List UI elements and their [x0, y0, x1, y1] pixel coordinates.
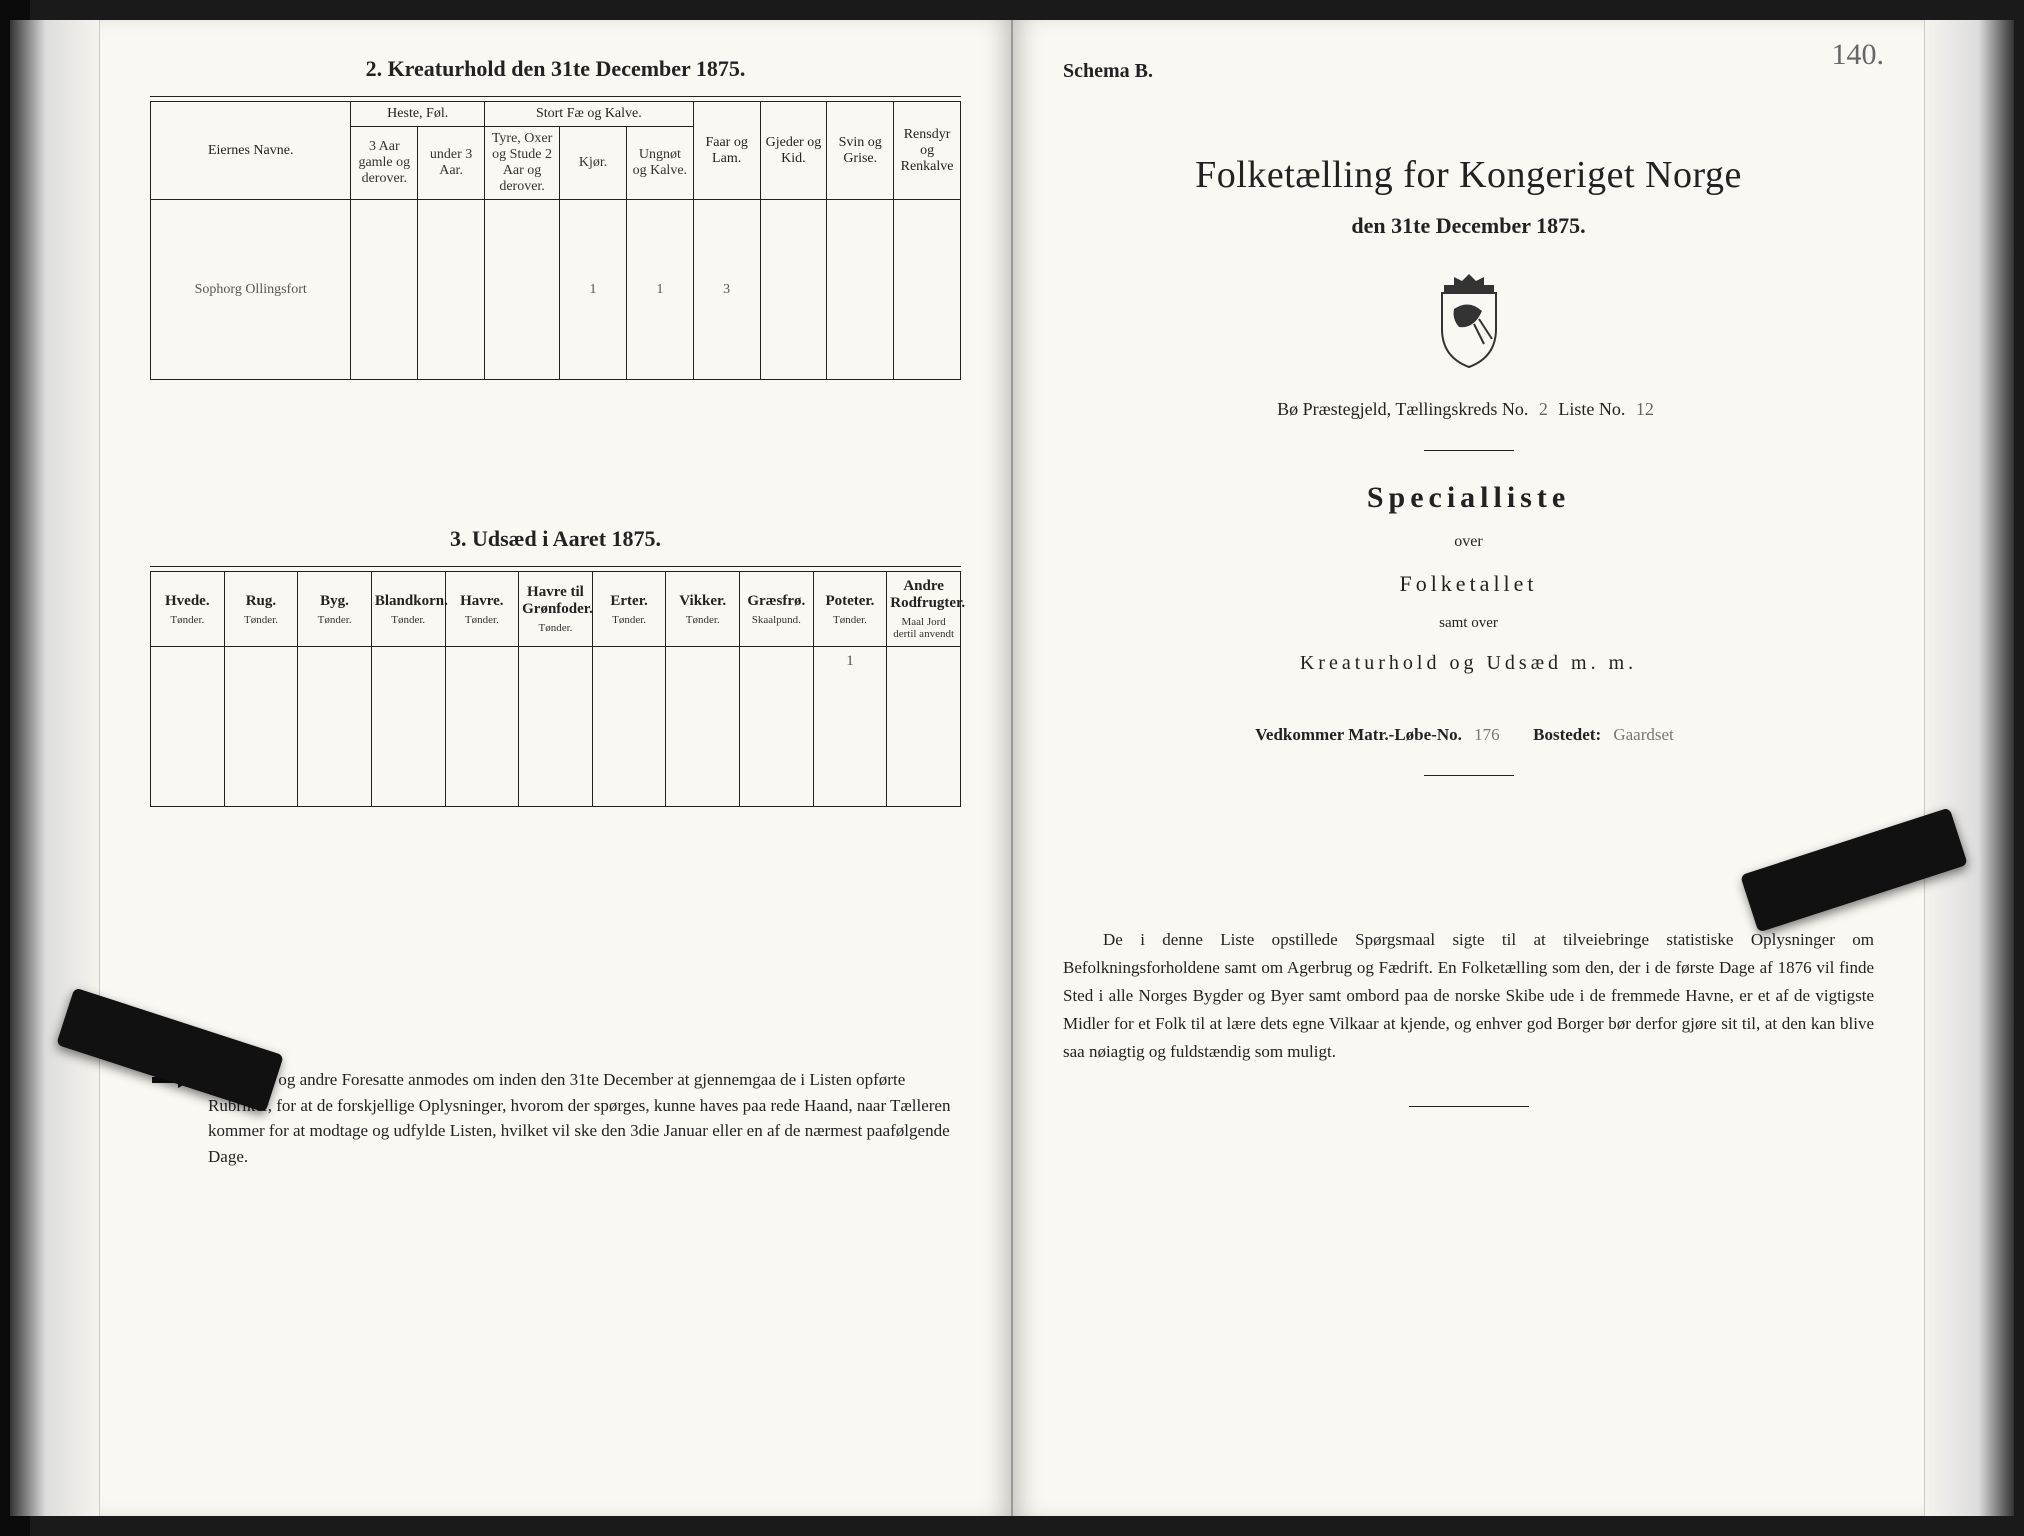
udsaed-cell: [519, 647, 593, 807]
udsaed-col-header: Vikker.Tønder.: [666, 572, 740, 647]
book-spread: 2. Kreaturhold den 31te December 1875. E…: [10, 20, 2014, 1516]
divider: [150, 566, 961, 567]
page-stack-left: [10, 20, 100, 1516]
notice-text: Husfædre og andre Foresatte anmodes om i…: [208, 1067, 961, 1169]
udsaed-col-header: Græsfrø.Skaalpund.: [740, 572, 814, 647]
cell: [485, 200, 560, 380]
matr-lobe-no-value: 176: [1474, 725, 1500, 744]
udsaed-col-header: Byg.Tønder.: [298, 572, 372, 647]
cell: [760, 200, 827, 380]
udsaed-cell: [298, 647, 372, 807]
udsaed-cell: [740, 647, 814, 807]
udsaed-cell: [445, 647, 519, 807]
specialliste-folketallet: Folketallet: [1063, 571, 1874, 597]
col-eiernes: Eiernes Navne.: [151, 102, 351, 200]
specialliste-samt: samt over: [1063, 615, 1874, 632]
col-faar: Faar og Lam.: [693, 102, 760, 200]
col-fae-2: Kjør.: [560, 127, 627, 200]
udsaed-col-header: Erter.Tønder.: [592, 572, 666, 647]
cell: 3: [693, 200, 760, 380]
specialliste-over: over: [1063, 533, 1874, 551]
col-heste-1: 3 Aar gamle og derover.: [351, 127, 418, 200]
table-header-row: Hvede.Tønder.Rug.Tønder.Byg.Tønder.Bland…: [151, 572, 961, 647]
specialliste-title: Specialliste: [1063, 481, 1874, 515]
meta-line: Bø Præstegjeld, Tællingskreds No. 2 List…: [1063, 399, 1874, 420]
table-row: Sophorg Ollingsfort 1 1 3: [151, 200, 961, 380]
col-svin: Svin og Grise.: [827, 102, 894, 200]
main-title: Folketælling for Kongeriget Norge: [1063, 153, 1874, 197]
col-fae-1: Tyre, Oxer og Stude 2 Aar og derover.: [485, 127, 560, 200]
col-gjeder: Gjeder og Kid.: [760, 102, 827, 200]
page-stack-right: [1924, 20, 2014, 1516]
col-heste-2: under 3 Aar.: [418, 127, 485, 200]
page-number-handwritten: 140.: [1832, 38, 1885, 72]
schema-label: Schema B.: [1063, 60, 1874, 83]
vedkommer-label-2: Bostedet:: [1533, 725, 1601, 744]
udsaed-cell: 1: [813, 647, 887, 807]
right-page: Schema B. 140. Folketælling for Kongerig…: [1013, 20, 1924, 1516]
udsaed-cell: [592, 647, 666, 807]
udsaed-col-header: Andre Rodfrugter.Maal Jord dertil anvend…: [887, 572, 961, 647]
section-3-title: 3. Udsæd i Aaret 1875.: [150, 526, 961, 552]
udsaed-col-header: Havre til Grønfoder.Tønder.: [519, 572, 593, 647]
spacer: [150, 380, 961, 520]
subtitle: den 31te December 1875.: [1063, 213, 1874, 239]
udsaed-col-header: Hvede.Tønder.: [151, 572, 225, 647]
udsaed-cell: [224, 647, 298, 807]
cell: [351, 200, 418, 380]
cell: 1: [560, 200, 627, 380]
cell-name: Sophorg Ollingsfort: [151, 200, 351, 380]
meta-prefix: Bø Præstegjeld, Tællingskreds No.: [1277, 399, 1528, 419]
kreds-no-value: 2: [1539, 399, 1548, 419]
bostedet-value: Gaardset: [1613, 725, 1673, 744]
udsaed-cell: [887, 647, 961, 807]
cell: [894, 200, 961, 380]
divider: [150, 96, 961, 97]
liste-no-value: 12: [1636, 399, 1654, 419]
udsaed-col-header: Poteter.Tønder.: [813, 572, 887, 647]
udsaed-cell: [151, 647, 225, 807]
udsaed-table: Hvede.Tønder.Rug.Tønder.Byg.Tønder.Bland…: [150, 571, 961, 807]
left-page: 2. Kreaturhold den 31te December 1875. E…: [100, 20, 1013, 1516]
col-group-heste: Heste, Føl.: [351, 102, 485, 127]
kreaturhold-table: Eiernes Navne. Heste, Føl. Stort Fæ og K…: [150, 101, 961, 380]
udsaed-cell: [371, 647, 445, 807]
divider: [1424, 775, 1514, 776]
meta-middle: Liste No.: [1558, 399, 1625, 419]
col-fae-3: Ungnøt og Kalve.: [626, 127, 693, 200]
cell: [827, 200, 894, 380]
udsaed-cell: [666, 647, 740, 807]
divider: [1424, 450, 1514, 451]
table-header-row-1: Eiernes Navne. Heste, Føl. Stort Fæ og K…: [151, 102, 961, 127]
section-2-title: 2. Kreaturhold den 31te December 1875.: [150, 56, 961, 82]
vedkommer-line: Vedkommer Matr.-Løbe-No. 176 Bostedet: G…: [1063, 725, 1874, 745]
udsaed-col-header: Havre.Tønder.: [445, 572, 519, 647]
coat-of-arms-icon: [1424, 269, 1514, 369]
col-group-stortfae: Stort Fæ og Kalve.: [485, 102, 694, 127]
table-row: 1: [151, 647, 961, 807]
bottom-paragraph: De i denne Liste opstillede Spørgsmaal s…: [1063, 926, 1874, 1066]
col-ren: Rensdyr og Renkalve: [894, 102, 961, 200]
udsaed-col-header: Blandkorn.Tønder.: [371, 572, 445, 647]
vedkommer-label-1: Vedkommer Matr.-Løbe-No.: [1255, 725, 1462, 744]
divider: [1409, 1106, 1529, 1107]
specialliste-kreatur: Kreaturhold og Udsæd m. m.: [1063, 652, 1874, 675]
cell: 1: [626, 200, 693, 380]
cell: [418, 200, 485, 380]
udsaed-col-header: Rug.Tønder.: [224, 572, 298, 647]
